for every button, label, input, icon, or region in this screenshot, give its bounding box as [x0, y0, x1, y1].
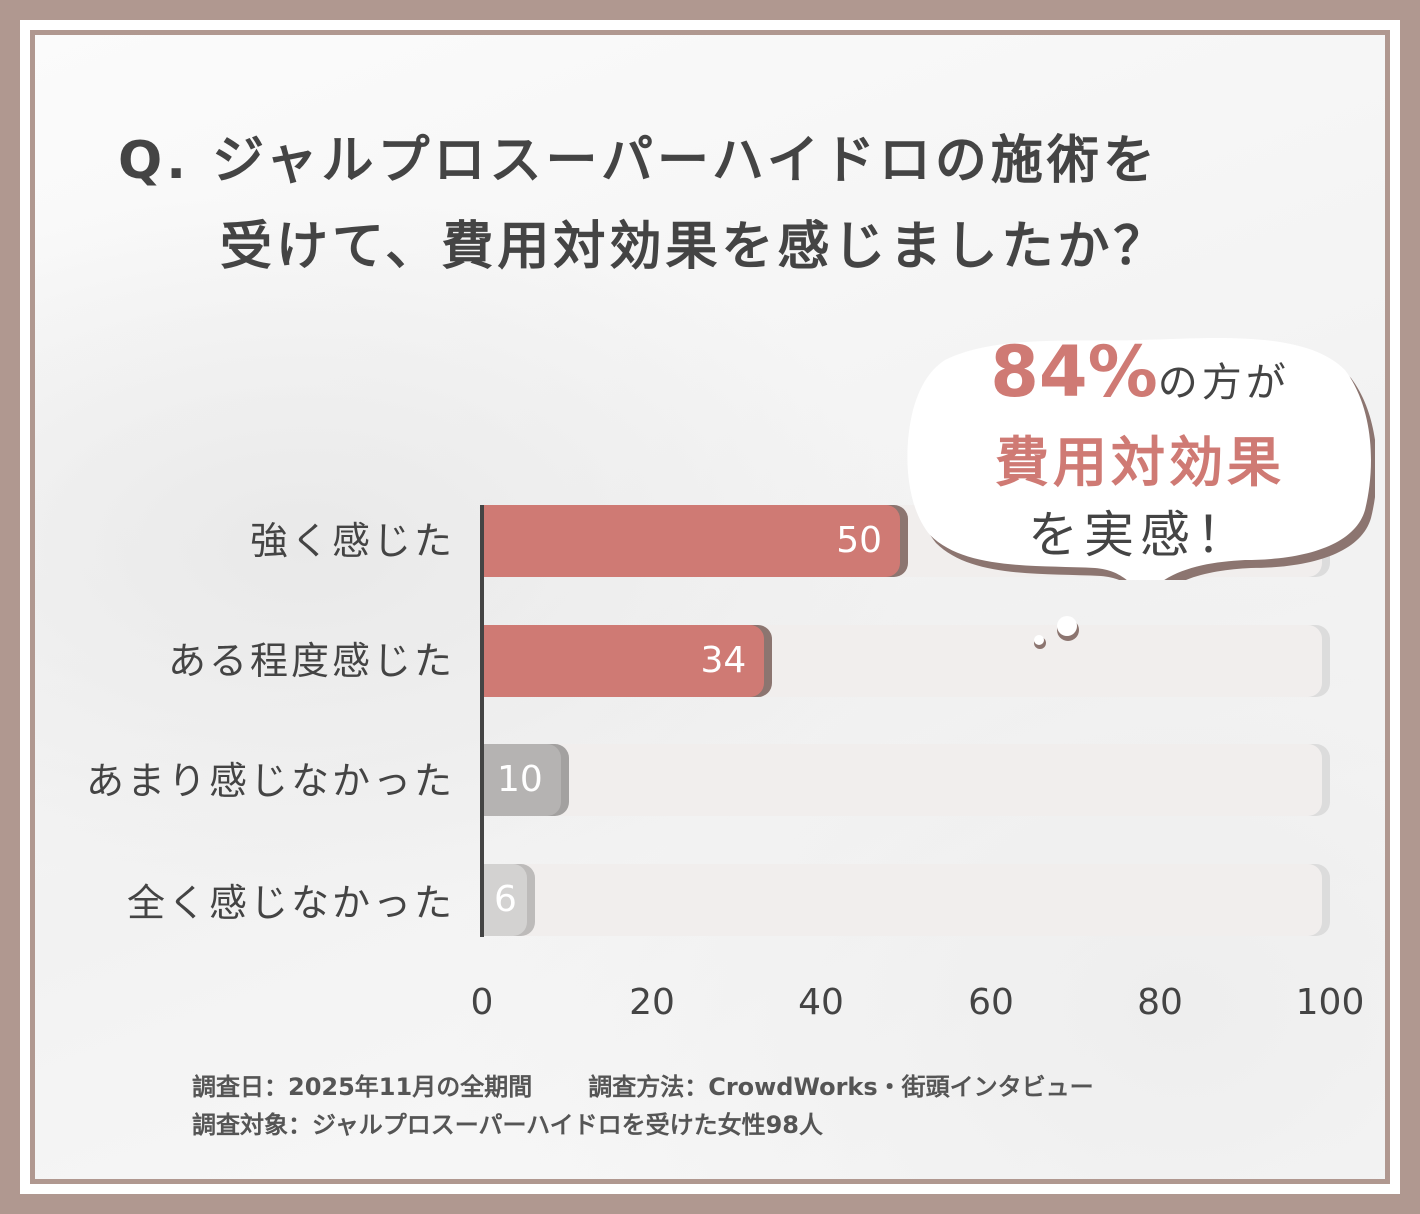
bubble-dots-icon: [1034, 616, 1079, 649]
x-tick: 100: [1295, 982, 1365, 1023]
callout-text: 84%の方が 費用対効果 を実感！: [905, 336, 1375, 571]
x-tick: 80: [1137, 982, 1183, 1023]
bar-track: [484, 744, 1322, 816]
bar-value: 34: [700, 640, 747, 681]
title-line-2: 受けて、費用対効果を感じましたか？: [220, 217, 1170, 277]
category-label: 強く感じた: [249, 519, 455, 563]
callout-line2: 費用対効果: [995, 431, 1285, 494]
survey-footer: 調査日：2025年11月の全期間 調査方法：CrowdWorks・街頭インタビュー…: [192, 1068, 1094, 1144]
x-tick: 0: [470, 982, 494, 1023]
speech-bubble-icon: [907, 338, 1375, 580]
survey-target: 調査対象：ジャルプロスーパーハイドロを受けた女性98人: [192, 1111, 823, 1139]
bar-strongly-felt: 50: [484, 505, 900, 577]
category-label: ある程度感じた: [167, 639, 455, 683]
title-line-1: Q. ジャルプロスーパーハイドロの施術を: [118, 131, 1159, 191]
question-title: Q. ジャルプロスーパーハイドロの施術を 受けて、費用対効果を感じましたか？: [118, 118, 1169, 290]
survey-date: 調査日：2025年11月の全期間: [192, 1073, 533, 1101]
bar-not-much-felt: 10: [484, 744, 561, 816]
bar-not-felt-at-all: 6: [484, 864, 527, 936]
y-axis-line: [480, 505, 484, 937]
bar-somewhat-felt: 34: [484, 625, 765, 697]
bar-value: 10: [496, 759, 543, 800]
bar-track: [484, 864, 1322, 936]
survey-method: 調査方法：CrowdWorks・街頭インタビュー: [588, 1073, 1094, 1101]
callout-percent: 84%: [990, 331, 1158, 413]
category-label: 全く感じなかった: [126, 881, 455, 925]
bar-value: 6: [493, 879, 517, 920]
callout-line3: を実感！: [1028, 506, 1252, 564]
x-tick: 20: [629, 982, 675, 1023]
bar-value: 50: [836, 520, 882, 561]
category-label: あまり感じなかった: [85, 759, 455, 803]
inner-frame: [30, 30, 1390, 1184]
callout-line1-suffix: の方が: [1157, 360, 1290, 406]
x-tick: 40: [798, 982, 844, 1023]
x-tick: 60: [968, 982, 1014, 1023]
